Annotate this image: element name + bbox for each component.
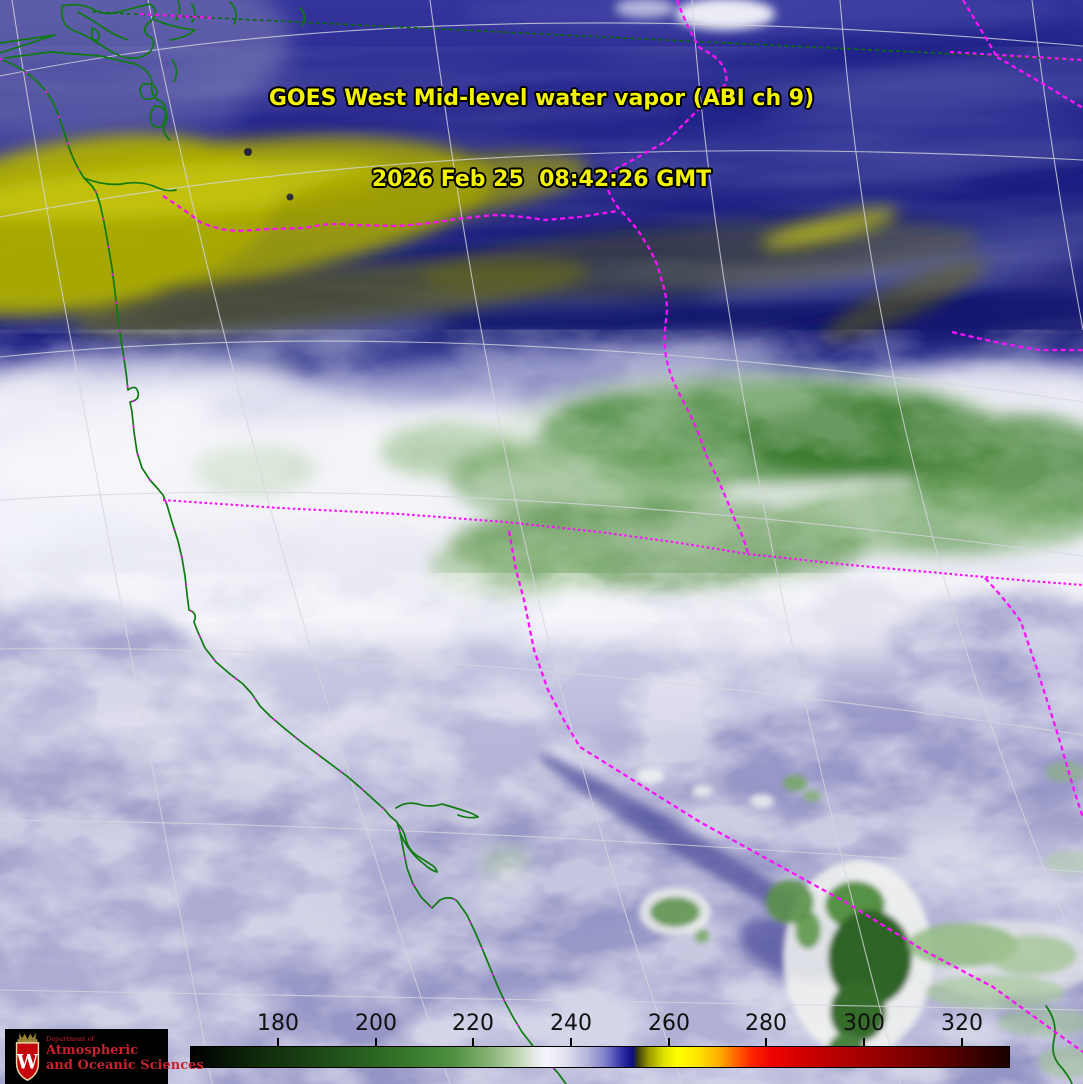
- colorbar-temperature-scale: [190, 1046, 1010, 1068]
- logo-name-line1: Atmospheric: [46, 1043, 139, 1058]
- colorbar-label: 300: [843, 1011, 885, 1036]
- logo-name-line2: and Oceanic Sciences: [46, 1058, 204, 1073]
- title-line1: GOES West Mid-level water vapor (ABI ch …: [268, 86, 815, 111]
- colorbar-tick: [765, 1038, 767, 1046]
- colorbar-label: 180: [257, 1011, 299, 1036]
- state-borders: [91, 0, 1083, 1053]
- colorbar-tick: [375, 1038, 377, 1046]
- title-line2: 2026 Feb 25 08:42:26 GMT: [371, 167, 712, 192]
- logo-text: Department of Atmospheric and Oceanic Sc…: [46, 1035, 204, 1073]
- colorbar-label: 240: [550, 1011, 592, 1036]
- colorbar-label: 200: [355, 1011, 397, 1036]
- colorbar-label: 260: [648, 1011, 690, 1036]
- colorbar-tick: [570, 1038, 572, 1046]
- colorbar-tick: [961, 1038, 963, 1046]
- image-title: GOES West Mid-level water vapor (ABI ch …: [0, 31, 1083, 247]
- colorbar-label: 280: [745, 1011, 787, 1036]
- colorbar-label: 320: [941, 1011, 983, 1036]
- colorbar-label: 220: [452, 1011, 494, 1036]
- colorbar-tick: [472, 1038, 474, 1046]
- crest-letter: W: [16, 1050, 39, 1073]
- logo-department-text: Department of: [46, 1035, 95, 1043]
- colorbar-tick: [277, 1038, 279, 1046]
- aos-logo: W Department of Atmospheric and Oceanic …: [5, 1029, 204, 1084]
- uw-crest-icon: W: [16, 1032, 40, 1081]
- colorbar-tick: [668, 1038, 670, 1046]
- colorbar-tick: [863, 1038, 865, 1046]
